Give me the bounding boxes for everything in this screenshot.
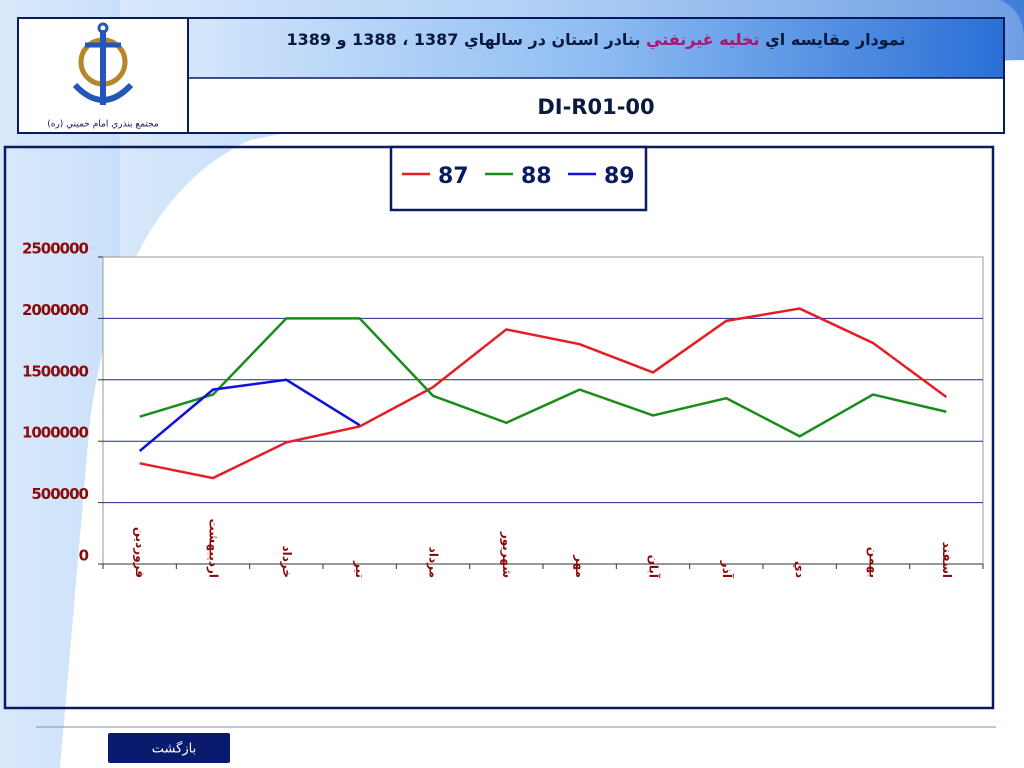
plot-area [102,256,984,565]
y-tick-label: 500000 [31,485,88,503]
y-tick-label: 1000000 [22,424,89,442]
y-tick-label: 2500000 [22,240,89,258]
header-title: نمودار مقايسه اي تخليه غيرنفتي بنادر است… [190,30,1002,49]
header-title-band [188,19,1003,78]
x-tick-label: آذر [720,560,735,579]
series-line [139,317,947,438]
y-tick-label: 0 [79,547,89,565]
x-tick-label: مرداد [427,547,441,578]
y-tick-label: 1500000 [22,362,89,380]
x-tick-label: خرداد [280,545,294,578]
x-tick-label: تير [353,560,367,578]
x-tick-label: دي [793,561,807,578]
header-code: DI-R01-00 [537,95,655,119]
x-tick-label: آبان [647,555,662,579]
logo [72,22,134,105]
x-tick-label: فروردين [132,527,147,578]
series-line [139,307,948,480]
x-tick-label: بهمن [867,547,881,578]
back-button[interactable] [108,733,230,763]
x-tick-label: مهر [573,554,587,578]
logo-caption: مجتمع بندري امام خميني (ره) [47,120,159,130]
legend-label: 87 [438,164,469,189]
back-button-label[interactable]: بازگشت [152,741,196,757]
title-part: بنادر استان در سالهاي 1387 ، 1388 و 1389 [286,30,641,49]
title-part: تخليه غيرنفتي [646,30,760,49]
legend-label: 89 [604,164,635,189]
x-tick-label: شهريور [499,531,514,578]
series-line [138,378,361,452]
legend-label: 88 [521,164,552,189]
x-tick-label: ارديبهشت [207,519,221,578]
y-tick-label: 2000000 [22,301,89,319]
legend-box [389,145,648,212]
title-part: نمودار مقايسه اي [765,30,906,49]
x-tick-label: اسفند [940,542,954,578]
